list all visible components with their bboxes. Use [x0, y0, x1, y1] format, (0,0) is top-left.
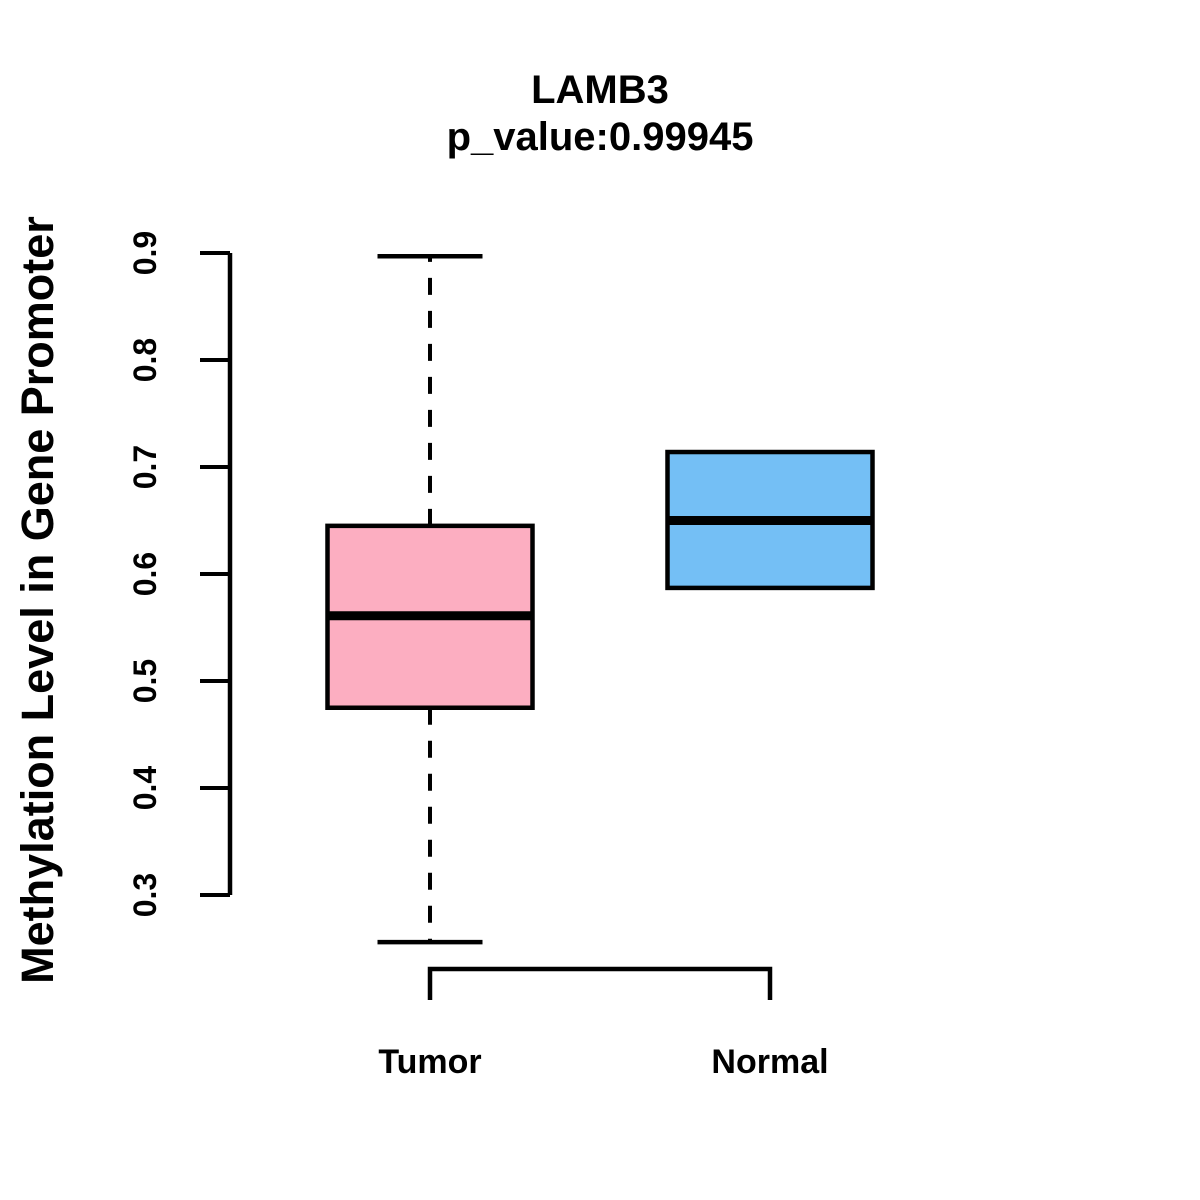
y-tick-label: 0.4 — [127, 766, 163, 811]
y-tick-label: 0.8 — [127, 338, 163, 382]
y-tick-label: 0.3 — [127, 873, 163, 917]
x-category-label-tumor: Tumor — [378, 1043, 481, 1081]
y-tick-label: 0.6 — [127, 552, 163, 596]
y-tick-label: 0.9 — [127, 231, 163, 275]
x-axis-bracket — [427, 966, 773, 1000]
chart-title: LAMB3 — [531, 68, 669, 112]
y-tick-label: 0.5 — [127, 659, 163, 703]
y-tick-label: 0.7 — [127, 445, 163, 489]
x-category-label-normal: Normal — [711, 1043, 828, 1081]
chart-subtitle: p_value:0.99945 — [446, 115, 754, 159]
